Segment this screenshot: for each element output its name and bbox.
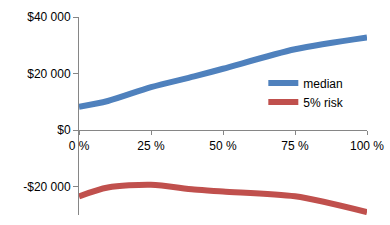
svg-text:$0: $0 <box>57 123 71 137</box>
svg-text:5% risk: 5% risk <box>303 96 343 110</box>
svg-text:0 %: 0 % <box>69 139 90 153</box>
svg-text:-$20 000: -$20 000 <box>23 180 71 194</box>
svg-text:25 %: 25 % <box>137 139 165 153</box>
svg-text:100 %: 100 % <box>350 139 384 153</box>
svg-text:median: median <box>303 77 342 91</box>
svg-text:50 %: 50 % <box>209 139 237 153</box>
svg-text:$20 000: $20 000 <box>27 67 71 81</box>
svg-text:75 %: 75 % <box>281 139 309 153</box>
svg-text:$40 000: $40 000 <box>27 10 71 24</box>
